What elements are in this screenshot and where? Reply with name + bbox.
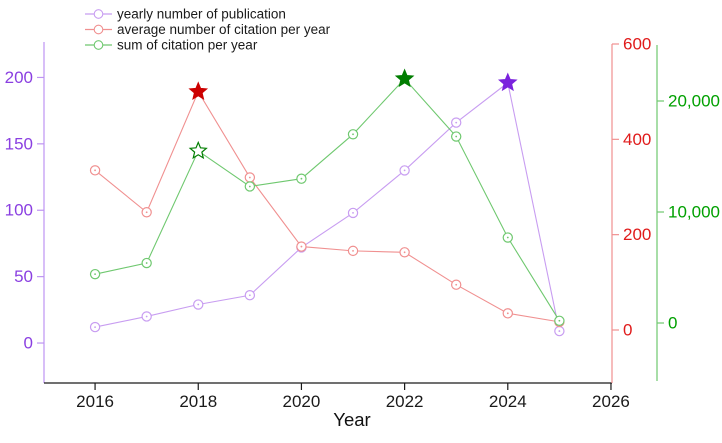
data-point-center-dot <box>94 169 96 172</box>
left-axis-tick-label: 150 <box>5 134 33 153</box>
legend-marker-publications <box>93 9 104 19</box>
legend: yearly number of publication average num… <box>85 7 331 53</box>
data-point-center-dot <box>558 319 561 322</box>
data-point-center-dot <box>506 236 509 239</box>
data-point-center-dot <box>352 249 354 252</box>
data-point-center-dot <box>403 251 406 254</box>
green-axis-tick-label: 10,000 <box>668 203 720 222</box>
left-axis-tick-label: 50 <box>14 267 33 286</box>
left-axis: 0 50 100 150 200 <box>5 42 45 383</box>
legend-label-avg-citation: average number of citation per year <box>117 22 331 37</box>
x-axis: 2016 2018 2020 2022 2024 2026 <box>44 382 630 411</box>
data-point-center-dot <box>248 176 251 179</box>
data-point-center-dot <box>197 303 200 306</box>
red-axis-tick-label: 600 <box>623 35 651 54</box>
series-markers-1 <box>89 81 565 328</box>
x-axis-tick-label: 2018 <box>179 392 217 411</box>
data-point-center-dot <box>558 330 561 332</box>
series-markers-0 <box>89 72 565 337</box>
data-point-center-dot <box>145 315 148 318</box>
data-point-center-dot <box>248 185 251 188</box>
red-axis-tick-label: 400 <box>623 130 651 149</box>
right-axis-red: 0 200 400 600 <box>611 35 651 383</box>
legend-item-sum-citation: sum of citation per year <box>85 38 258 53</box>
series-line-2 <box>94 77 560 322</box>
data-point-star <box>497 72 518 92</box>
green-axis-tick-label: 20,000 <box>668 91 720 110</box>
left-axis-tick-label: 200 <box>5 68 33 87</box>
data-point-center-dot <box>145 262 148 264</box>
x-axis-tick-label: 2026 <box>592 392 630 411</box>
x-axis-title: Year <box>333 409 370 430</box>
legend-label-sum-citation: sum of citation per year <box>117 38 258 53</box>
data-point-center-dot <box>94 273 96 276</box>
data-point-center-dot <box>145 211 148 214</box>
legend-marker-sum-citation <box>93 40 104 50</box>
x-axis-tick-label: 2020 <box>283 392 321 411</box>
series-markers-2 <box>89 68 565 326</box>
data-point-center-dot <box>352 133 354 136</box>
plot-area: 0 50 100 150 200 2016 2018 2020 2022 2024 2026 0 200… <box>5 35 720 411</box>
left-axis-tick-label: 0 <box>24 334 33 353</box>
series-line-0 <box>94 81 560 332</box>
data-point-center-dot <box>455 121 458 124</box>
legend-marker-avg-citation <box>93 24 104 35</box>
data-point-center-dot <box>352 211 354 214</box>
data-point-star-open <box>188 140 208 160</box>
data-point-center-dot <box>455 283 458 286</box>
green-axis-tick-label: 0 <box>668 314 677 333</box>
data-point-center-dot <box>455 135 458 138</box>
legend-item-avg-citation: average number of citation per year <box>85 22 331 37</box>
red-axis-tick-label: 200 <box>623 225 651 244</box>
data-point-center-dot <box>403 169 406 172</box>
data-point-star <box>394 68 415 88</box>
data-point-center-dot <box>94 326 96 328</box>
data-point-center-dot <box>506 312 509 315</box>
data-point-center-dot <box>248 294 251 297</box>
data-point-star <box>188 81 209 101</box>
x-axis-tick-label: 2016 <box>76 392 114 411</box>
x-axis-tick-label: 2024 <box>489 392 527 411</box>
right-axis-green: 0 10,000 20,000 <box>656 45 720 381</box>
data-point-center-dot <box>300 177 303 180</box>
data-point-center-dot <box>300 245 303 248</box>
x-axis-tick-label: 2022 <box>386 392 424 411</box>
legend-label-publications: yearly number of publication <box>117 7 286 22</box>
red-axis-tick-label: 0 <box>623 320 632 339</box>
legend-item-publications: yearly number of publication <box>85 7 286 22</box>
series-line-1 <box>94 90 560 323</box>
left-axis-tick-label: 100 <box>5 201 33 220</box>
